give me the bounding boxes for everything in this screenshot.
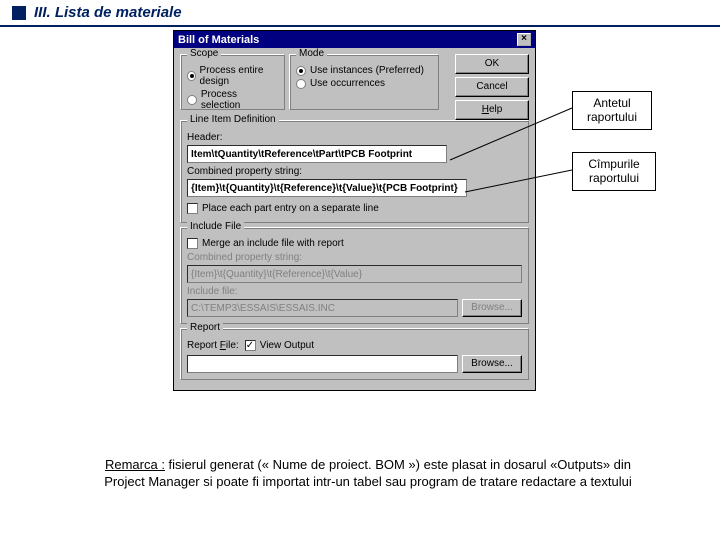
lineitem-fieldset: Line Item Definition Header: Combined pr…: [180, 120, 529, 223]
callout-header: Antetul raportului: [572, 91, 652, 130]
cancel-button[interactable]: Cancel: [455, 77, 529, 97]
reportfile-label: Report File:: [187, 340, 239, 351]
radio-icon: [187, 71, 196, 81]
combined-input[interactable]: [187, 179, 467, 197]
scope-fieldset: Scope Process entire design Process sele…: [180, 54, 285, 110]
mode-fieldset: Mode Use instances (Preferred) Use occur…: [289, 54, 439, 110]
scope-legend: Scope: [187, 48, 221, 59]
slide-title: III. Lista de materiale: [34, 4, 182, 21]
ok-button[interactable]: OK: [455, 54, 529, 74]
includefile-input: [187, 299, 458, 317]
lineitem-legend: Line Item Definition: [187, 114, 279, 125]
remark-text: Remarca : fisierul generat (« Nume de pr…: [100, 457, 636, 491]
callout-fields: Cîmpurile raportului: [572, 152, 656, 191]
reportfile-input[interactable]: [187, 355, 458, 373]
separate-line-checkbox[interactable]: Place each part entry on a separate line: [187, 203, 522, 214]
title-bullet: [12, 6, 26, 20]
remark-label: Remarca :: [105, 457, 165, 472]
scope-entire-radio[interactable]: Process entire design: [187, 65, 278, 87]
close-icon[interactable]: ×: [517, 33, 531, 46]
mode-instances-radio[interactable]: Use instances (Preferred): [296, 65, 432, 76]
radio-icon: [296, 79, 306, 89]
header-input[interactable]: [187, 145, 447, 163]
merge-checkbox[interactable]: Merge an include file with report: [187, 238, 522, 249]
report-fieldset: Report Report File: View Output Browse..…: [180, 328, 529, 380]
view-output-checkbox[interactable]: View Output: [245, 340, 314, 351]
include-browse-button: Browse...: [462, 299, 522, 317]
combined-label: Combined property string:: [187, 166, 522, 177]
help-button[interactable]: Help: [455, 100, 529, 120]
dialog-titlebar: Bill of Materials ×: [174, 31, 535, 48]
slide-title-bar: III. Lista de materiale: [0, 0, 720, 27]
header-label: Header:: [187, 132, 522, 143]
checkbox-icon: [187, 238, 198, 249]
checkbox-icon: [245, 340, 256, 351]
report-legend: Report: [187, 322, 223, 333]
radio-icon: [187, 95, 197, 105]
remark-body: fisierul generat (« Nume de proiect. BOM…: [104, 457, 632, 489]
include-legend: Include File: [187, 221, 244, 232]
report-browse-button[interactable]: Browse...: [462, 355, 522, 373]
include-fieldset: Include File Merge an include file with …: [180, 227, 529, 324]
inc-combined-input: [187, 265, 522, 283]
dialog-title: Bill of Materials: [178, 34, 259, 46]
mode-occurrences-radio[interactable]: Use occurrences: [296, 78, 432, 89]
inc-combined-label: Combined property string:: [187, 252, 522, 263]
mode-legend: Mode: [296, 48, 327, 59]
bom-dialog: Bill of Materials × Scope Process entire…: [173, 30, 536, 391]
includefile-label: Include file:: [187, 286, 522, 297]
radio-icon: [296, 66, 306, 76]
checkbox-icon: [187, 203, 198, 214]
scope-selection-radio[interactable]: Process selection: [187, 89, 278, 111]
